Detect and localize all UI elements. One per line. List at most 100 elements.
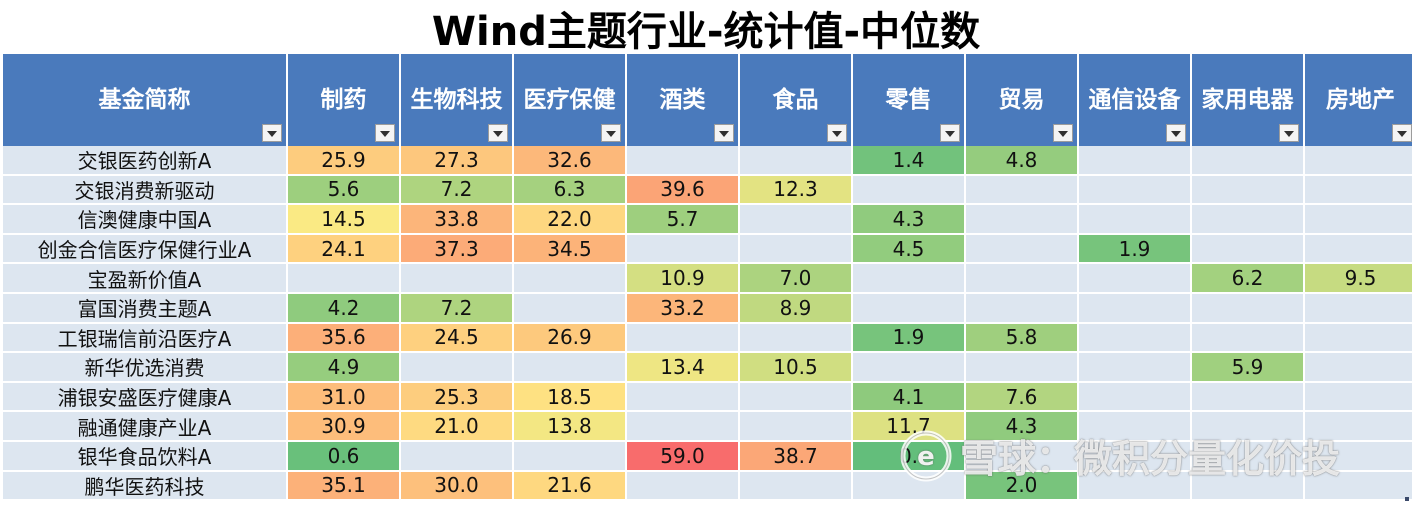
value-cell[interactable]: 8.9 <box>740 293 851 324</box>
value-cell[interactable]: 5.8 <box>966 323 1077 354</box>
value-cell[interactable]: 30.9 <box>288 412 399 442</box>
value-cell[interactable]: 5.7 <box>627 205 738 235</box>
value-cell[interactable] <box>853 471 964 502</box>
value-cell[interactable]: 21.0 <box>401 412 512 442</box>
value-cell[interactable] <box>1079 441 1190 472</box>
value-cell[interactable]: 1.4 <box>853 146 964 176</box>
value-cell[interactable]: 1.9 <box>853 323 964 354</box>
value-cell[interactable] <box>1192 293 1303 324</box>
value-cell[interactable]: 37.3 <box>401 234 512 265</box>
value-cell[interactable]: 5.9 <box>1192 353 1303 383</box>
value-cell[interactable]: 25.9 <box>288 146 399 176</box>
value-cell[interactable]: 4.9 <box>288 353 399 383</box>
value-cell[interactable] <box>1192 146 1303 176</box>
value-cell[interactable] <box>627 234 738 265</box>
value-cell[interactable] <box>1305 353 1412 383</box>
value-cell[interactable] <box>1079 471 1190 502</box>
value-cell[interactable] <box>1079 382 1190 413</box>
filter-dropdown-icon[interactable] <box>262 124 282 142</box>
value-cell[interactable] <box>1305 234 1412 265</box>
fund-name-cell[interactable]: 宝盈新价值A <box>3 264 286 294</box>
value-cell[interactable]: 24.5 <box>401 323 512 354</box>
value-cell[interactable] <box>1305 412 1412 442</box>
filter-dropdown-icon[interactable] <box>375 124 395 142</box>
value-cell[interactable]: 14.5 <box>288 205 399 235</box>
value-cell[interactable] <box>1192 382 1303 413</box>
value-cell[interactable] <box>401 441 512 472</box>
value-cell[interactable] <box>627 382 738 413</box>
fund-name-cell[interactable]: 银华食品饮料A <box>3 441 286 472</box>
value-cell[interactable]: 25.3 <box>401 382 512 413</box>
value-cell[interactable] <box>1079 146 1190 176</box>
value-cell[interactable] <box>514 353 625 383</box>
fund-name-cell[interactable]: 新华优选消费 <box>3 353 286 383</box>
value-cell[interactable]: 38.7 <box>740 441 851 472</box>
value-cell[interactable] <box>1079 353 1190 383</box>
value-cell[interactable]: 7.0 <box>740 264 851 294</box>
value-cell[interactable]: 26.9 <box>514 323 625 354</box>
value-cell[interactable]: 30.0 <box>401 471 512 502</box>
value-cell[interactable] <box>1079 205 1190 235</box>
value-cell[interactable] <box>966 264 1077 294</box>
value-cell[interactable]: 13.4 <box>627 353 738 383</box>
value-cell[interactable] <box>514 264 625 294</box>
value-cell[interactable] <box>1192 441 1303 472</box>
value-cell[interactable] <box>1305 382 1412 413</box>
fund-name-cell[interactable]: 创金合信医疗保健行业A <box>3 234 286 265</box>
value-cell[interactable] <box>740 205 851 235</box>
value-cell[interactable] <box>1305 471 1412 502</box>
value-cell[interactable]: 10.9 <box>627 264 738 294</box>
value-cell[interactable] <box>1192 234 1303 265</box>
value-cell[interactable]: 7.2 <box>401 175 512 206</box>
value-cell[interactable] <box>514 441 625 472</box>
value-cell[interactable]: 6.3 <box>514 175 625 206</box>
value-cell[interactable]: 35.6 <box>288 323 399 354</box>
value-cell[interactable] <box>740 471 851 502</box>
value-cell[interactable]: 4.2 <box>288 293 399 324</box>
value-cell[interactable] <box>1305 441 1412 472</box>
value-cell[interactable] <box>966 175 1077 206</box>
value-cell[interactable] <box>966 353 1077 383</box>
value-cell[interactable]: 4.3 <box>966 412 1077 442</box>
value-cell[interactable]: 7.2 <box>401 293 512 324</box>
value-cell[interactable]: 7.6 <box>966 382 1077 413</box>
value-cell[interactable] <box>627 471 738 502</box>
value-cell[interactable] <box>740 382 851 413</box>
value-cell[interactable]: 4.3 <box>853 205 964 235</box>
value-cell[interactable] <box>1305 323 1412 354</box>
value-cell[interactable]: 39.6 <box>627 175 738 206</box>
filter-dropdown-icon[interactable] <box>1279 124 1299 142</box>
value-cell[interactable] <box>853 175 964 206</box>
filter-dropdown-icon[interactable] <box>1166 124 1186 142</box>
value-cell[interactable]: 11.7 <box>853 412 964 442</box>
fund-name-cell[interactable]: 融通健康产业A <box>3 412 286 442</box>
value-cell[interactable]: 2.0 <box>966 471 1077 502</box>
value-cell[interactable]: 6.2 <box>1192 264 1303 294</box>
value-cell[interactable]: 0.6 <box>288 441 399 472</box>
fund-name-cell[interactable]: 鹏华医药科技 <box>3 471 286 502</box>
value-cell[interactable]: 34.5 <box>514 234 625 265</box>
filter-dropdown-icon[interactable] <box>714 124 734 142</box>
value-cell[interactable] <box>1079 264 1190 294</box>
value-cell[interactable] <box>1079 293 1190 324</box>
value-cell[interactable]: 35.1 <box>288 471 399 502</box>
value-cell[interactable] <box>514 293 625 324</box>
value-cell[interactable]: 59.0 <box>627 441 738 472</box>
value-cell[interactable] <box>401 264 512 294</box>
value-cell[interactable]: 21.6 <box>514 471 625 502</box>
filter-dropdown-icon[interactable] <box>1392 124 1412 142</box>
fund-name-cell[interactable]: 富国消费主题A <box>3 293 286 324</box>
value-cell[interactable]: 18.5 <box>514 382 625 413</box>
fund-name-cell[interactable]: 交银医药创新A <box>3 146 286 176</box>
filter-dropdown-icon[interactable] <box>1053 124 1073 142</box>
fund-name-cell[interactable]: 信澳健康中国A <box>3 205 286 235</box>
value-cell[interactable]: 24.1 <box>288 234 399 265</box>
value-cell[interactable] <box>740 323 851 354</box>
value-cell[interactable] <box>1305 293 1412 324</box>
value-cell[interactable]: 32.6 <box>514 146 625 176</box>
value-cell[interactable]: 10.5 <box>740 353 851 383</box>
value-cell[interactable] <box>740 412 851 442</box>
value-cell[interactable]: 33.2 <box>627 293 738 324</box>
value-cell[interactable] <box>1192 471 1303 502</box>
value-cell[interactable]: 5.6 <box>288 175 399 206</box>
